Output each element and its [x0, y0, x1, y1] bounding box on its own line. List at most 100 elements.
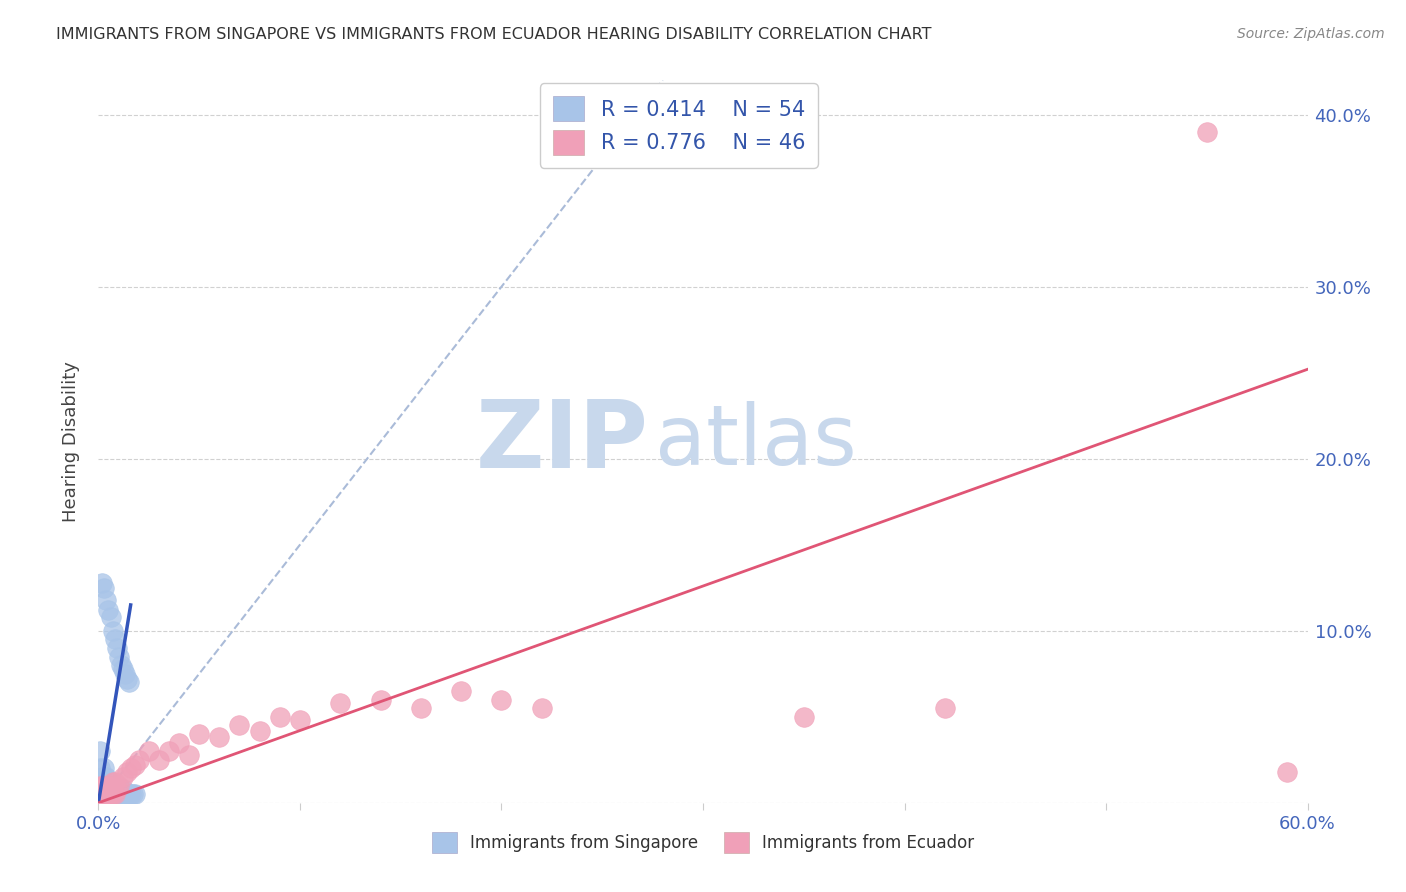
Point [89, 744, 111, 758]
Point [100, 782, 122, 797]
Point [91, 770, 114, 784]
Point [105, 782, 128, 797]
Point [124, 787, 146, 801]
Point [208, 731, 231, 745]
Point [110, 787, 132, 801]
Point [100, 610, 122, 624]
Point [409, 701, 432, 715]
Point [100, 775, 122, 789]
Point [1195, 125, 1218, 139]
Point [288, 713, 311, 727]
Point [188, 727, 211, 741]
Point [101, 779, 124, 793]
Point [96, 770, 118, 784]
Point [93, 761, 115, 775]
Point [530, 701, 553, 715]
Point [128, 753, 150, 767]
Point [96, 787, 118, 801]
Point [89, 787, 111, 801]
Y-axis label: Hearing Disability: Hearing Disability [62, 361, 80, 522]
Point [91, 779, 114, 793]
Point [91, 575, 114, 590]
Point [121, 787, 143, 801]
Point [115, 787, 138, 801]
Text: atlas: atlas [655, 401, 856, 482]
Point [114, 666, 136, 681]
Point [450, 684, 472, 698]
Point [93, 581, 115, 595]
Point [101, 782, 124, 797]
Point [93, 787, 115, 801]
Point [120, 761, 142, 775]
Point [1277, 764, 1299, 779]
Point [114, 787, 136, 801]
Point [103, 775, 125, 789]
Point [96, 779, 118, 793]
Point [793, 710, 815, 724]
Point [89, 761, 111, 775]
Point [329, 696, 352, 710]
Point [107, 779, 129, 793]
Point [96, 592, 118, 607]
Text: Source: ZipAtlas.com: Source: ZipAtlas.com [1237, 27, 1385, 41]
Point [105, 782, 128, 797]
Point [100, 787, 122, 801]
Point [491, 692, 513, 706]
Point [124, 758, 146, 772]
Point [107, 649, 129, 664]
Point [89, 787, 111, 801]
Point [110, 782, 132, 797]
Point [97, 775, 120, 789]
Point [91, 787, 114, 801]
Point [115, 672, 138, 686]
Point [105, 787, 128, 801]
Point [103, 632, 125, 647]
Point [91, 782, 114, 797]
Point [89, 779, 111, 793]
Point [249, 723, 271, 738]
Point [111, 782, 134, 797]
Point [93, 779, 115, 793]
Point [120, 787, 142, 801]
Point [91, 779, 114, 793]
Point [101, 787, 124, 801]
Point [115, 764, 138, 779]
Text: IMMIGRANTS FROM SINGAPORE VS IMMIGRANTS FROM ECUADOR HEARING DISABILITY CORRELAT: IMMIGRANTS FROM SINGAPORE VS IMMIGRANTS … [56, 27, 932, 42]
Point [105, 640, 128, 655]
Point [91, 787, 114, 801]
Point [111, 770, 134, 784]
Point [103, 787, 125, 801]
Point [118, 787, 141, 801]
Point [111, 662, 134, 676]
Point [93, 787, 115, 801]
Point [179, 747, 201, 762]
Point [103, 787, 125, 801]
Point [103, 782, 125, 797]
Point [96, 779, 118, 793]
Point [111, 787, 134, 801]
Point [138, 744, 160, 758]
Text: ZIP: ZIP [475, 395, 648, 488]
Point [934, 701, 956, 715]
Point [101, 775, 124, 789]
Point [107, 782, 129, 797]
Point [100, 779, 122, 793]
Point [101, 787, 124, 801]
Point [97, 787, 120, 801]
Point [228, 718, 250, 732]
Point [97, 779, 120, 793]
Point [96, 787, 118, 801]
Point [269, 710, 291, 724]
Point [93, 770, 115, 784]
Point [100, 787, 122, 801]
Point [157, 744, 180, 758]
Point [97, 782, 120, 797]
Point [97, 603, 120, 617]
Point [101, 624, 124, 638]
Point [167, 735, 190, 749]
Point [97, 787, 120, 801]
Point [107, 787, 129, 801]
Point [110, 658, 132, 673]
Point [93, 779, 115, 793]
Legend: Immigrants from Singapore, Immigrants from Ecuador: Immigrants from Singapore, Immigrants fr… [426, 826, 980, 860]
